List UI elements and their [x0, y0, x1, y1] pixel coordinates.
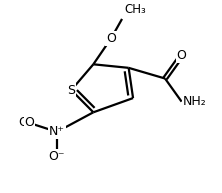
Text: O: O [106, 32, 116, 45]
Text: O: O [24, 116, 34, 130]
Text: O: O [177, 49, 186, 62]
Text: CH₃: CH₃ [124, 3, 146, 16]
Text: S: S [67, 84, 75, 96]
Text: N⁺: N⁺ [49, 125, 65, 138]
Text: NH₂: NH₂ [183, 95, 206, 108]
Text: O⁻: O⁻ [49, 150, 65, 163]
Text: O: O [18, 116, 28, 130]
